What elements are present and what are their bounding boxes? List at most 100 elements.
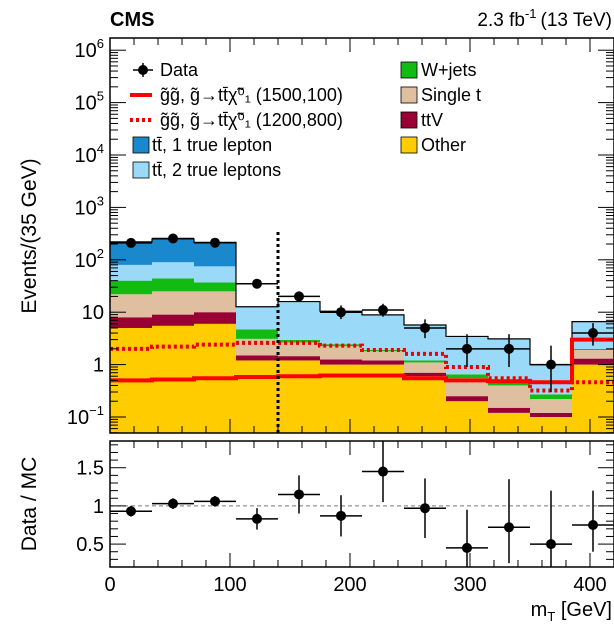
ratio-content <box>110 441 614 567</box>
signal-1500-100-line <box>110 337 614 385</box>
stack-total-outline <box>110 238 614 366</box>
stack-bar-w-jets-2 <box>194 282 236 292</box>
main-y-tick-label-4: 102 <box>75 246 104 272</box>
x-tick-label-0: 0 <box>104 574 115 596</box>
stack-bar-tt-1-1 <box>152 238 194 263</box>
stack-bar-single-t-2 <box>194 291 236 313</box>
main-y-tick-label-6: 1 <box>93 355 104 377</box>
ratio-point-2 <box>194 495 236 507</box>
legend-tt2-swatch <box>132 161 150 179</box>
ratio-point-4 <box>278 475 320 514</box>
main-y-tick-label-1: 105 <box>75 89 104 115</box>
stack-bar-ttv-10 <box>530 412 572 417</box>
stack-bar-w-jets-5 <box>320 344 362 347</box>
data-point-4 <box>278 291 320 302</box>
ratio-point-6 <box>362 441 404 503</box>
stack-bar-ttv-3 <box>236 355 278 361</box>
stack-bar-ttv-9 <box>488 407 530 413</box>
stack-bar-tt-1-2 <box>194 242 236 267</box>
ratio-point-3 <box>236 508 278 530</box>
legend-sig1-label: g̃g̃, g̃→tt̄χ̃⁰₁ (1500,100) <box>160 85 343 105</box>
stack-bar-tt-2-0 <box>110 264 152 281</box>
ratio-point-10 <box>530 490 572 567</box>
legend-wjets-swatch <box>400 61 418 79</box>
stack-bar-w-jets-3 <box>236 329 278 339</box>
lumi-energy: (13 TeV) <box>541 10 612 31</box>
lumi-value: 2.3 fb <box>477 10 525 31</box>
stack-bar-w-jets-11 <box>572 348 614 350</box>
stack-bar-single-t-5 <box>320 346 362 360</box>
stack-bar-w-jets-0 <box>110 280 152 295</box>
stack-bar-ttv-1 <box>152 314 194 326</box>
main-y-tick-label-2: 104 <box>75 141 104 167</box>
ratio-point-1 <box>152 498 194 509</box>
stack-bar-ttv-8 <box>446 396 488 402</box>
stack-bar-tt-2-2 <box>194 266 236 283</box>
x-tick-label-2: 200 <box>333 574 366 596</box>
stack-bar-tt-2-3 <box>236 306 278 330</box>
x-axis-label: mT [GeV] <box>531 599 612 624</box>
legend-tt1-label: tt̄, 1 true lepton <box>152 135 272 155</box>
main-overlay <box>110 232 614 433</box>
stack-bar-single-t-8 <box>446 378 488 397</box>
stack-bar-other-9 <box>488 412 530 433</box>
main-y-axis-label: Events/(35 GeV) <box>18 158 41 313</box>
stack-bar-ttv-11 <box>572 358 614 365</box>
stack-bar-ttv-4 <box>278 356 320 361</box>
stack-bar-tt-1-0 <box>110 241 152 265</box>
stack-bar-single-t-1 <box>152 291 194 315</box>
stack-bar-single-t-9 <box>488 385 530 408</box>
data-point-9 <box>488 334 530 367</box>
ratio-axes: 0.5 1 1.5 0 100 200 300 400 <box>76 441 614 596</box>
legend: Data g̃g̃, g̃→tt̄χ̃⁰₁ (1500,100) g̃g̃, g… <box>130 60 481 180</box>
stack-bar-w-jets-8 <box>446 374 488 379</box>
stack-bar-other-3 <box>236 360 278 433</box>
stack-bar-other-10 <box>530 417 572 433</box>
legend-data-label: Data <box>160 60 199 80</box>
main-y-tick-label-0: 106 <box>75 36 104 62</box>
main-y-tick-label-5: 10 <box>82 302 104 324</box>
x-tick-label-3: 300 <box>453 574 486 596</box>
signal-1200-800-line <box>110 340 614 393</box>
legend-singlet-label: Single t <box>421 85 481 105</box>
stack-bar-ttv-0 <box>110 317 152 328</box>
stack-bar-tt-2-4 <box>278 301 320 340</box>
stack-bar-other-1 <box>152 325 194 433</box>
legend-ttv-label: ttV <box>421 110 443 130</box>
stack-bar-w-jets-1 <box>152 278 194 292</box>
ratio-point-11 <box>572 490 614 552</box>
x-tick-label-1: 100 <box>213 574 246 596</box>
stack-bar-other-4 <box>278 360 320 433</box>
x-tick-label-4: 400 <box>573 574 606 596</box>
stack-bar-single-t-7 <box>404 362 446 373</box>
stack-bar-single-t-11 <box>572 349 614 359</box>
lumi-label: 2.3 fb-1 (13 TeV) <box>477 6 612 31</box>
data-point-0 <box>110 237 152 248</box>
stack-bar-other-7 <box>404 376 446 433</box>
main-y-tick-label-7: 10−1 <box>67 403 104 429</box>
stack-bar-single-t-4 <box>278 342 320 357</box>
ratio-point-0 <box>110 505 152 517</box>
ratio-point-7 <box>404 478 446 538</box>
stack-bar-single-t-10 <box>530 399 572 413</box>
ratio-y-tick-label-1: 1 <box>93 496 104 518</box>
legend-other-label: Other <box>421 135 466 155</box>
stack-bar-w-jets-10 <box>530 394 572 400</box>
ratio-point-5 <box>320 495 362 537</box>
data-point-7 <box>404 319 446 339</box>
stack-bar-ttv-5 <box>320 359 362 365</box>
data-point-5 <box>320 305 362 320</box>
ratio-y-axis-label: Data / MC <box>18 457 41 552</box>
ratio-point-8 <box>446 509 488 567</box>
stack-bar-single-t-0 <box>110 294 152 318</box>
experiment-label: CMS <box>110 9 154 31</box>
data-point-6 <box>362 303 404 317</box>
stack-bar-ttv-7 <box>404 372 446 377</box>
legend-singlet-swatch <box>400 86 418 104</box>
ratio-y-tick-label-2: 1.5 <box>76 458 104 480</box>
main-frame <box>109 37 614 434</box>
stack-bar-w-jets-6 <box>362 349 404 352</box>
ratio-frame <box>109 440 614 568</box>
stack-bar-w-jets-7 <box>404 360 446 363</box>
